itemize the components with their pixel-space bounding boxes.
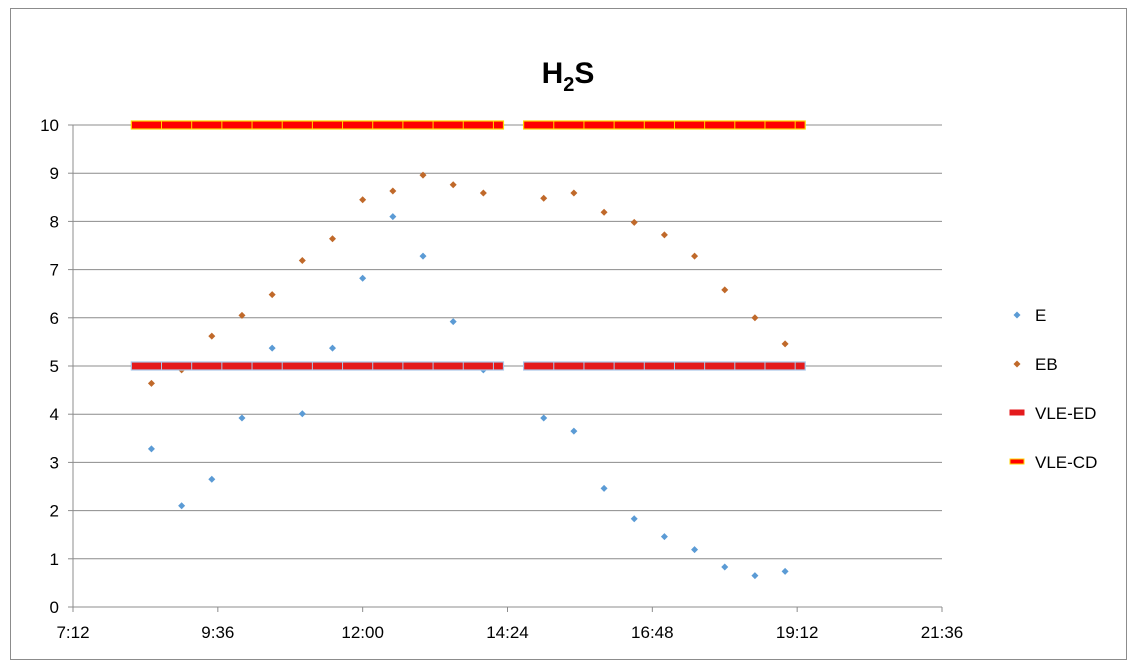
data-point: [570, 189, 578, 197]
x-tick-label: 12:00: [341, 623, 384, 642]
legend-label: VLE-ED: [1035, 404, 1096, 423]
y-tick-label: 10: [40, 116, 59, 135]
series-eb: [147, 171, 789, 387]
data-point: [359, 274, 367, 282]
data-point: [238, 414, 246, 422]
data-point: [721, 563, 729, 571]
data-point: [540, 414, 548, 422]
x-tick-label: 9:36: [201, 623, 234, 642]
data-point: [660, 231, 668, 239]
line-segment: [130, 361, 505, 371]
legend-label: E: [1035, 306, 1046, 325]
legend-swatch: [1009, 409, 1025, 416]
data-point: [419, 171, 427, 179]
data-point: [751, 572, 759, 580]
legend-marker: [1013, 311, 1021, 319]
data-point: [268, 291, 276, 299]
y-tick-label: 5: [50, 357, 59, 376]
data-point: [630, 515, 638, 523]
data-point: [419, 252, 427, 260]
y-tick-label: 7: [50, 261, 59, 280]
data-point: [208, 475, 216, 483]
data-point: [389, 213, 397, 221]
data-point: [147, 445, 155, 453]
data-point: [660, 533, 668, 541]
data-point: [208, 332, 216, 340]
chart-title: H2S: [542, 57, 595, 96]
legend-label: EB: [1035, 355, 1058, 374]
data-point: [328, 235, 336, 243]
x-tick-label: 7:12: [56, 623, 89, 642]
y-tick-label: 8: [50, 212, 59, 231]
data-point: [721, 286, 729, 294]
data-point: [389, 187, 397, 195]
data-point: [359, 196, 367, 204]
data-point: [238, 311, 246, 319]
data-point: [781, 567, 789, 575]
chart-area: [10, 8, 1127, 660]
legend-swatch: [1009, 458, 1025, 465]
data-point: [540, 194, 548, 202]
x-tick-label: 16:48: [631, 623, 674, 642]
data-point: [751, 314, 759, 322]
y-tick-label: 4: [50, 405, 59, 424]
x-axis: 7:12 9:36 12:00 14:24 16:48 19:12 21:36: [56, 606, 964, 642]
legend-label: VLE-CD: [1035, 453, 1097, 472]
series-e: [147, 213, 789, 580]
line-segment: [130, 120, 505, 130]
data-point: [298, 256, 306, 264]
y-tick-label: 3: [50, 453, 59, 472]
data-point: [268, 344, 276, 352]
data-point: [449, 318, 457, 326]
y-tick-label: 9: [50, 164, 59, 183]
data-point: [449, 181, 457, 189]
data-point: [691, 546, 699, 554]
x-tick-label: 21:36: [921, 623, 964, 642]
data-point: [630, 218, 638, 226]
data-point: [479, 189, 487, 197]
gridlines: [73, 124, 942, 560]
y-tick-label: 0: [50, 598, 59, 617]
x-tick-label: 14:24: [486, 623, 529, 642]
data-point: [691, 252, 699, 260]
data-point: [328, 344, 336, 352]
data-point: [178, 502, 186, 510]
data-point: [298, 410, 306, 418]
line-segment: [522, 361, 806, 371]
series-vle-ed: [130, 361, 806, 371]
line-segment: [522, 120, 806, 130]
data-point: [600, 484, 608, 492]
data-point: [600, 208, 608, 216]
x-tick-label: 19:12: [776, 623, 819, 642]
plot-area: [130, 120, 806, 580]
series-vle-cd: [130, 120, 806, 130]
y-tick-label: 6: [50, 309, 59, 328]
data-point: [147, 379, 155, 387]
legend: E EB VLE-ED VLE-CD: [1009, 306, 1097, 472]
data-point: [781, 340, 789, 348]
y-tick-label: 1: [50, 550, 59, 569]
y-axis: 0 1 2 3 4 5 6 7 8 9 10: [40, 116, 74, 617]
legend-marker: [1013, 360, 1021, 368]
y-tick-label: 2: [50, 502, 59, 521]
data-point: [570, 427, 578, 435]
